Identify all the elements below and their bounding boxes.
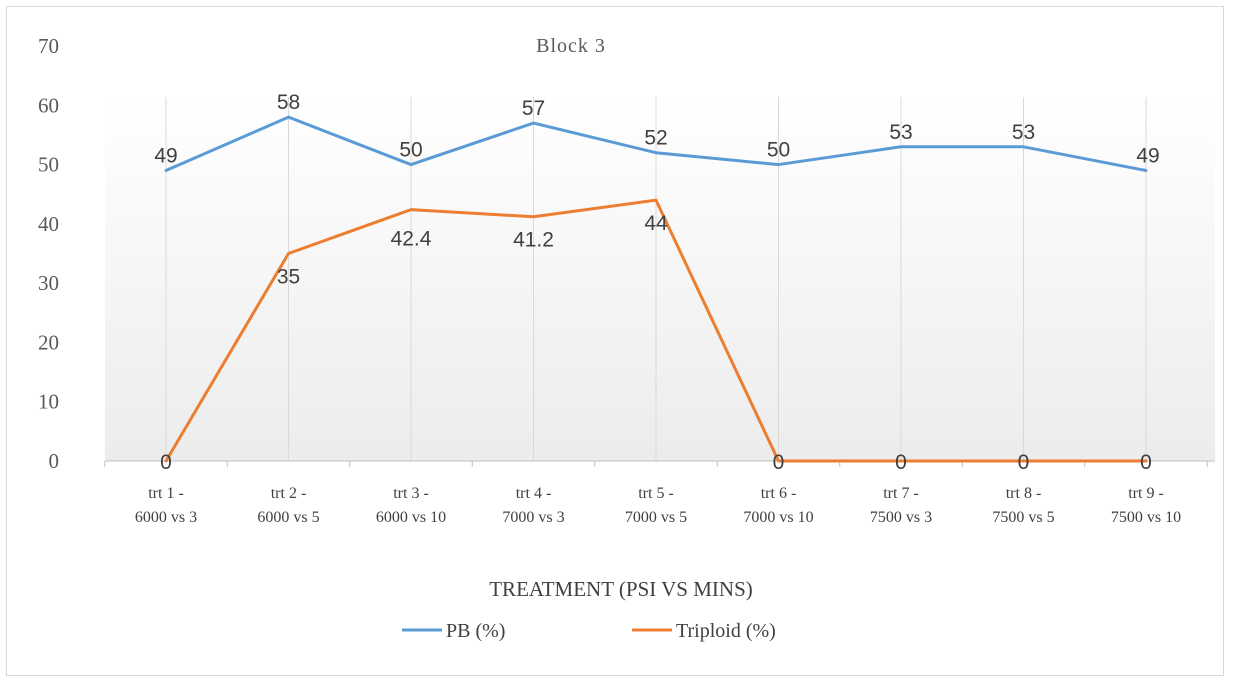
chart-frame: 0 10 20 30 40 50 60 70 trt 1 - 6000 vs 3 trt 2 - 60… [6, 6, 1224, 676]
x-axis-title: TREATMENT (PSI VS MINS) [489, 577, 753, 601]
data-label: 53 [889, 121, 912, 144]
x-tick-label: trt 7 - [883, 485, 919, 502]
data-labels: 49 58 50 57 52 50 53 53 49 0 35 42.4 41.2 44 0 0 0 0 [154, 91, 1159, 474]
y-tick-label: 0 [49, 449, 60, 473]
data-label: 49 [1136, 145, 1159, 168]
x-tick-label: 7500 vs 5 [992, 509, 1054, 526]
x-tick-label: trt 5 - [638, 485, 674, 502]
data-label: 52 [644, 127, 667, 150]
legend: PB (%) Triploid (%) [402, 620, 776, 642]
x-tick-label: 7500 vs 10 [1111, 509, 1181, 526]
data-label: 41.2 [513, 229, 554, 252]
y-tick-label: 50 [38, 153, 59, 177]
x-tick-label: 6000 vs 5 [257, 509, 319, 526]
data-label: 49 [154, 145, 177, 168]
data-label: 0 [1018, 451, 1030, 474]
data-label: 50 [399, 139, 422, 162]
x-tick-label: trt 9 - [1128, 485, 1164, 502]
x-tick-label: trt 4 - [516, 485, 552, 502]
data-label: 0 [1140, 451, 1152, 474]
y-tick-label: 10 [38, 390, 59, 414]
data-label: 44 [644, 212, 668, 235]
data-label: 58 [277, 91, 300, 114]
plot-area-background [105, 97, 1215, 461]
data-label: 35 [277, 266, 300, 289]
x-tick-label: trt 2 - [271, 485, 307, 502]
data-label: 0 [895, 451, 907, 474]
x-tick-label: 7000 vs 10 [743, 509, 813, 526]
legend-label: Triploid (%) [676, 620, 776, 642]
x-tick-label: 7000 vs 3 [502, 509, 564, 526]
gridlines [165, 97, 1147, 461]
x-tick-label: trt 8 - [1006, 485, 1042, 502]
data-label: 0 [160, 451, 172, 474]
legend-label: PB (%) [446, 620, 505, 642]
data-label: 0 [773, 451, 785, 474]
data-label: 42.4 [391, 228, 432, 251]
series-line-triploid [164, 198, 1148, 463]
data-label: 57 [522, 97, 545, 120]
series-line-pb [164, 115, 1148, 172]
y-tick-label: 60 [38, 93, 59, 117]
x-tick-label: 6000 vs 10 [376, 509, 446, 526]
y-tick-label: 20 [38, 330, 59, 354]
x-tick-label: trt 6 - [761, 485, 797, 502]
axes: 0 10 20 30 40 50 60 70 trt 1 - 6000 vs 3 trt 2 - 60… [38, 34, 1215, 526]
x-tick-label: 7000 vs 5 [625, 509, 687, 526]
x-tick-label: trt 3 - [393, 485, 429, 502]
y-tick-label: 40 [38, 212, 59, 236]
chart-title: Block 3 [536, 35, 606, 57]
x-tick-label: 6000 vs 3 [135, 509, 197, 526]
y-tick-label: 30 [38, 271, 59, 295]
data-label: 53 [1012, 121, 1035, 144]
line-chart: 0 10 20 30 40 50 60 70 trt 1 - 6000 vs 3 trt 2 - 60… [38, 34, 1215, 642]
x-tick-label: 7500 vs 3 [870, 509, 932, 526]
x-tick-label: trt 1 - [148, 485, 184, 502]
data-label: 50 [767, 139, 790, 162]
series [164, 115, 1148, 463]
y-tick-label: 70 [38, 34, 59, 58]
